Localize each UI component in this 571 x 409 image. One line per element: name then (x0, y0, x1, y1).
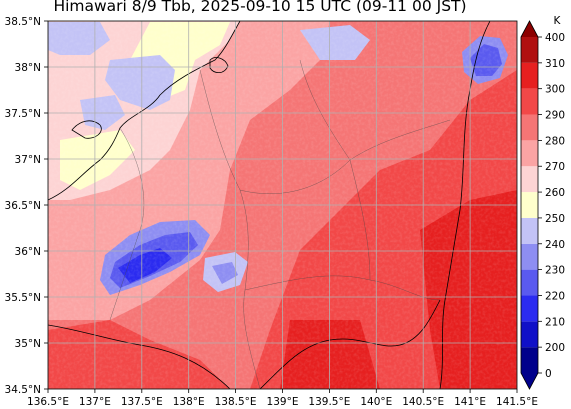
latitude-tick-label: 37.5°N (5, 108, 41, 120)
colorbar-tick-label: 260 (545, 187, 565, 199)
colorbar-tick-label: 200 (545, 342, 565, 354)
longitude-tick-label: 137°E (79, 396, 111, 408)
sea-of-japan-coast (48, 21, 241, 201)
pacific-coast-southwest (48, 324, 231, 389)
map-title: Himawari 8/9 Tbb, 2025-09-10 15 UTC (09-… (53, 0, 467, 15)
colorbar-cell (521, 295, 538, 322)
colorbar-tick-label: 230 (545, 265, 565, 277)
colorbar-tick-label: 250 (545, 213, 565, 225)
colorbar-over-arrow (521, 21, 538, 37)
latitude-tick-label: 36°N (15, 246, 41, 258)
colorbar-ticks: 0 200 210 220 230 240 250 260 270 280 290 300 310 400 (538, 32, 565, 380)
colorbar-tick-label: 240 (545, 239, 565, 251)
latitude-tick-label: 36.5°N (5, 200, 41, 212)
latitude-axis: 38.5°N 38°N 37.5°N 37°N 36.5°N 36°N 35.5°N 35°N… (5, 16, 48, 396)
colorbar-tick-label: 210 (545, 316, 565, 328)
prefecture-borders (109, 59, 451, 389)
colorbar-tick-label: 400 (545, 32, 565, 44)
colorbar-unit-label: K (554, 15, 562, 27)
colorbar-tick-label: 300 (545, 84, 565, 96)
colorbar-cell (521, 114, 538, 141)
colorbar-tick-label: 270 (545, 161, 565, 173)
colorbar-cell (521, 166, 538, 193)
colorbar-cell (521, 321, 538, 348)
longitude-tick-label: 136.5°E (27, 396, 69, 408)
colorbar-tick-label: 310 (545, 58, 565, 70)
colorbar-tick-label: 220 (545, 290, 565, 302)
longitude-tick-label: 141.5°E (496, 396, 538, 408)
colorbar-cell (521, 217, 538, 244)
colorbar-cells (520, 20, 539, 390)
longitude-tick-label: 140°E (360, 396, 392, 408)
latitude-tick-label: 38°N (15, 62, 41, 74)
colorbar-cell (521, 192, 538, 218)
colorbar-under-arrow (521, 373, 538, 389)
pacific-coast-east (439, 21, 491, 389)
colorbar-tick-label: 280 (545, 135, 565, 147)
colorbar-tick-label: 0 (545, 368, 552, 380)
latitude-tick-label: 35.5°N (5, 292, 41, 304)
brightness-temperature-map: 136.5°E 137°E 137.5°E 138°E 138.5°E 139°E 139.… (5, 16, 538, 408)
latitude-tick-label: 35°N (15, 338, 41, 350)
colorbar-cell (521, 140, 538, 167)
colorbar: K 0 200 210 220 230 240 250 260 270 280 290 300 310 4… (520, 15, 565, 390)
colorbar-cell (521, 88, 538, 115)
longitude-tick-label: 138.5°E (215, 396, 257, 408)
longitude-tick-label: 141°E (454, 396, 486, 408)
colorbar-cell (521, 347, 538, 373)
graticule (48, 21, 517, 389)
longitude-tick-label: 138°E (173, 396, 205, 408)
latitude-tick-label: 38.5°N (5, 16, 41, 28)
colorbar-tick-label: 290 (545, 110, 565, 122)
colorbar-cell (521, 269, 538, 296)
longitude-axis: 136.5°E 137°E 137.5°E 138°E 138.5°E 139°E 139.… (27, 389, 538, 408)
noto-peninsula-coast (71, 120, 102, 139)
colorbar-cell (521, 37, 538, 63)
latitude-tick-label: 37°N (15, 154, 41, 166)
longitude-tick-label: 139°E (267, 396, 299, 408)
colorbar-cell (521, 243, 538, 270)
longitude-tick-label: 137.5°E (121, 396, 163, 408)
sado-island-coast (209, 57, 229, 74)
longitude-tick-label: 139.5°E (308, 396, 350, 408)
colorbar-cell (521, 62, 538, 89)
latitude-tick-label: 34.5°N (5, 384, 41, 396)
longitude-tick-label: 140.5°E (402, 396, 444, 408)
